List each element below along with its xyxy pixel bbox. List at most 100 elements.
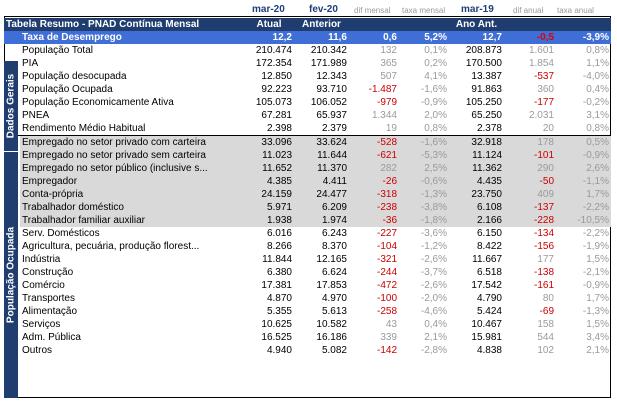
cell-taxa-anual: 1,5% bbox=[586, 319, 609, 330]
cell-ano-ant: 10.467 bbox=[471, 319, 502, 330]
cell-atual: 12,2 bbox=[244, 31, 294, 44]
row-label: Construção bbox=[22, 267, 74, 278]
cell-taxa-mensal: 0,2% bbox=[424, 58, 447, 69]
cell-taxa-anual: 2,1% bbox=[586, 345, 609, 356]
table-row: Comércio 17.381 17.853 -472 -2,6% 17.542 -161 -… bbox=[4, 279, 611, 292]
cell-atual: 4.940 bbox=[266, 345, 292, 356]
cell-dif-mensal: -621 bbox=[349, 149, 399, 162]
cell-anterior: 5.613 bbox=[321, 306, 347, 317]
cell-anterior: 2.379 bbox=[294, 122, 349, 136]
cell-atual: 5.355 bbox=[266, 306, 292, 317]
group-label-dados-gerais: Dados Gerais bbox=[4, 61, 18, 151]
cell-taxa-mensal: -2,6% bbox=[420, 254, 447, 265]
cell-atual: 8.266 bbox=[266, 241, 292, 252]
cell-atual: 2.398 bbox=[244, 122, 294, 136]
cell-taxa-mensal: 5,2% bbox=[399, 31, 449, 44]
cell-taxa-mensal: -0,6% bbox=[399, 175, 449, 188]
cell-anterior: 24.477 bbox=[294, 188, 349, 201]
cell-ano-ant: 208.873 bbox=[465, 45, 502, 56]
cell-dif-mensal: -1.487 bbox=[368, 84, 397, 95]
cell-taxa-anual: -1,9% bbox=[582, 241, 609, 252]
cell-dif-mensal: -979 bbox=[376, 97, 397, 108]
cell-ano-ant: 11.667 bbox=[472, 254, 502, 265]
table-row: PNEA 67.281 65.937 1.344 2,0% 65.250 2.031 3,1% bbox=[4, 109, 611, 122]
cell-taxa-mensal: -1,6% bbox=[420, 84, 447, 95]
cell-taxa-mensal: -1,8% bbox=[399, 214, 449, 227]
cell-ano-ant: 105.250 bbox=[465, 97, 502, 108]
cell-anterior: 210.342 bbox=[310, 45, 347, 56]
header-mar19: mar-19 bbox=[461, 4, 494, 15]
cell-ano-ant: 5.424 bbox=[476, 306, 502, 317]
cell-atual: 6.380 bbox=[266, 267, 292, 278]
table-row: PIA 172.354 171.989 365 0,2% 170.500 1.854 1,1% bbox=[4, 57, 611, 70]
cell-atual: 16.525 bbox=[261, 332, 292, 343]
cell-anterior: 171.989 bbox=[310, 58, 347, 69]
cell-dif-anual: 177 bbox=[537, 254, 554, 265]
cell-ano-ant: 32.918 bbox=[449, 135, 504, 149]
cell-dif-anual: -69 bbox=[539, 306, 554, 317]
cell-dif-anual: 102 bbox=[537, 345, 554, 356]
cell-taxa-anual: 1,5% bbox=[586, 254, 609, 265]
cell-anterior: 65.937 bbox=[316, 110, 347, 121]
cell-anterior: 16.186 bbox=[316, 332, 347, 343]
cell-dif-anual: -161 bbox=[533, 280, 554, 291]
cell-atual: 172.354 bbox=[255, 58, 292, 69]
cell-ano-ant: 15.981 bbox=[471, 332, 502, 343]
cell-atual: 4.870 bbox=[266, 293, 292, 304]
cell-dif-anual: 178 bbox=[504, 135, 556, 149]
cell-taxa-anual: 3,1% bbox=[586, 110, 609, 121]
cell-atual: 67.281 bbox=[261, 110, 292, 121]
cell-dif-mensal: -227 bbox=[376, 228, 397, 239]
cell-anterior: 11.644 bbox=[294, 149, 349, 162]
cell-dif-anual: 80 bbox=[542, 293, 554, 304]
cell-dif-anual: -50 bbox=[504, 175, 556, 188]
cell-ano-ant: 8.422 bbox=[476, 241, 502, 252]
cell-taxa-anual: -4,0% bbox=[582, 71, 609, 82]
cell-anterior: 10.582 bbox=[316, 319, 347, 330]
cell-atual: 5.971 bbox=[244, 201, 294, 214]
row-label: PNEA bbox=[22, 110, 50, 121]
cell-taxa-anual: 1,7% bbox=[586, 293, 609, 304]
cell-anterior: 33.624 bbox=[294, 135, 349, 149]
col-anterior: Anterior bbox=[294, 18, 349, 31]
table-row: Outros 4.940 5.082 -142 -2,8% 4.838 102 2,1% bbox=[4, 344, 611, 357]
cell-dif-mensal: 43 bbox=[385, 319, 397, 330]
table-row: Indústria 11.844 12.165 -321 -2,6% 11.667 177 1… bbox=[4, 253, 611, 266]
cell-ano-ant: 11.124 bbox=[449, 149, 504, 162]
row-label: Agricultura, pecuária, produção florest.… bbox=[22, 241, 200, 252]
cell-taxa-anual: -2,2% bbox=[556, 201, 611, 214]
cell-anterior: 1.974 bbox=[294, 214, 349, 227]
cell-dif-anual: -177 bbox=[533, 97, 554, 108]
row-label: Trabalhador familiar auxiliar bbox=[20, 214, 244, 227]
header-fev20: fev-20 bbox=[309, 4, 338, 15]
cell-ano-ant: 12,7 bbox=[449, 31, 504, 44]
cell-atual: 12.850 bbox=[261, 71, 292, 82]
group-label-text: População Ocupada bbox=[5, 226, 17, 324]
cell-taxa-anual: 0,8% bbox=[586, 45, 609, 56]
row-label: Trabalhador doméstico bbox=[20, 201, 244, 214]
cell-atual: 11.652 bbox=[244, 162, 294, 175]
cell-dif-mensal: -258 bbox=[376, 306, 397, 317]
cell-taxa-mensal: 2,0% bbox=[424, 110, 447, 121]
cell-dif-anual: 290 bbox=[504, 162, 556, 175]
cell-ano-ant: 91.863 bbox=[471, 84, 502, 95]
cell-taxa-anual: -0,9% bbox=[556, 149, 611, 162]
cell-anterior: 6.624 bbox=[321, 267, 347, 278]
cell-atual: 10.625 bbox=[261, 319, 292, 330]
cell-dif-mensal: -238 bbox=[349, 201, 399, 214]
row-label: Indústria bbox=[22, 254, 61, 265]
table-row: Empregado no setor privado com carteira 3… bbox=[4, 135, 611, 149]
cell-taxa-anual: -2,1% bbox=[582, 267, 609, 278]
cell-taxa-anual: -10,5% bbox=[556, 214, 611, 227]
cell-dif-mensal: -318 bbox=[349, 188, 399, 201]
table-row: Serviços 10.625 10.582 43 0,4% 10.467 158 1,5% bbox=[4, 318, 611, 331]
cell-taxa-anual: 0,5% bbox=[556, 135, 611, 149]
cell-atual: 92.223 bbox=[261, 84, 292, 95]
cell-taxa-anual: 1,7% bbox=[556, 188, 611, 201]
cell-taxa-mensal: -2,8% bbox=[420, 345, 447, 356]
header-taxa-anual: taxa anual bbox=[557, 6, 594, 15]
cell-ano-ant: 17.542 bbox=[471, 280, 502, 291]
period-header: mar-20 fev-20 dif mensal taxa mensal mar… bbox=[4, 2, 612, 16]
cell-dif-mensal: 1.344 bbox=[371, 110, 397, 121]
cell-taxa-mensal: 0,4% bbox=[424, 319, 447, 330]
